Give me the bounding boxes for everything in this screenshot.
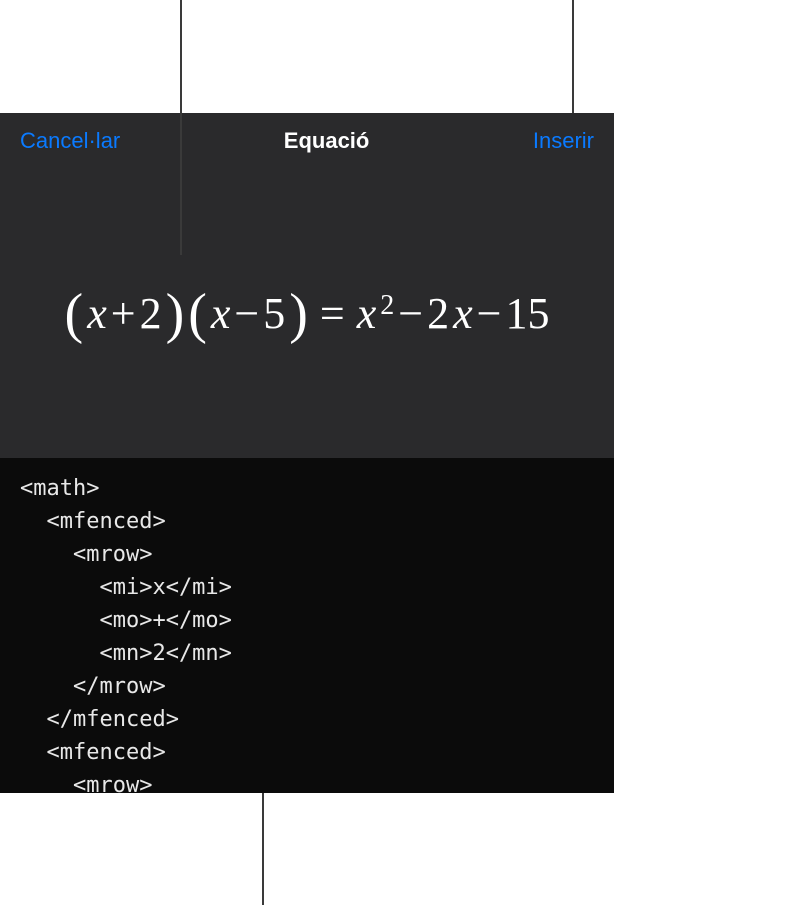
code-line: <mrow> — [20, 773, 152, 793]
code-line: <mo>+</mo> — [20, 608, 232, 633]
cancel-button[interactable]: Cancel·lar — [20, 128, 120, 154]
insert-button[interactable]: Inserir — [533, 128, 594, 154]
callout-line-code — [262, 793, 264, 905]
mathml-code-input[interactable]: <math> <mfenced> <mrow> <mi>x</mi> <mo>+… — [0, 458, 614, 793]
code-line: <mfenced> — [20, 740, 166, 765]
code-line: <math> — [20, 476, 99, 501]
code-line: <mrow> — [20, 542, 152, 567]
code-line: <mn>2</mn> — [20, 641, 232, 666]
code-line: </mrow> — [20, 674, 166, 699]
callout-line-preview — [180, 0, 182, 255]
modal-header: Cancel·lar Equació Inserir — [0, 113, 614, 169]
code-line: <mfenced> — [20, 509, 166, 534]
modal-title: Equació — [284, 128, 370, 154]
equation-editor-screen: Cancel·lar Equació Inserir (x+2)(x−5)=x2… — [0, 113, 614, 793]
equation-rendered: (x+2)(x−5)=x2−2x−15 — [65, 282, 550, 346]
code-line: </mfenced> — [20, 707, 179, 732]
equation-preview: (x+2)(x−5)=x2−2x−15 — [0, 169, 614, 458]
callout-line-insert — [572, 0, 574, 113]
code-line: <mi>x</mi> — [20, 575, 232, 600]
